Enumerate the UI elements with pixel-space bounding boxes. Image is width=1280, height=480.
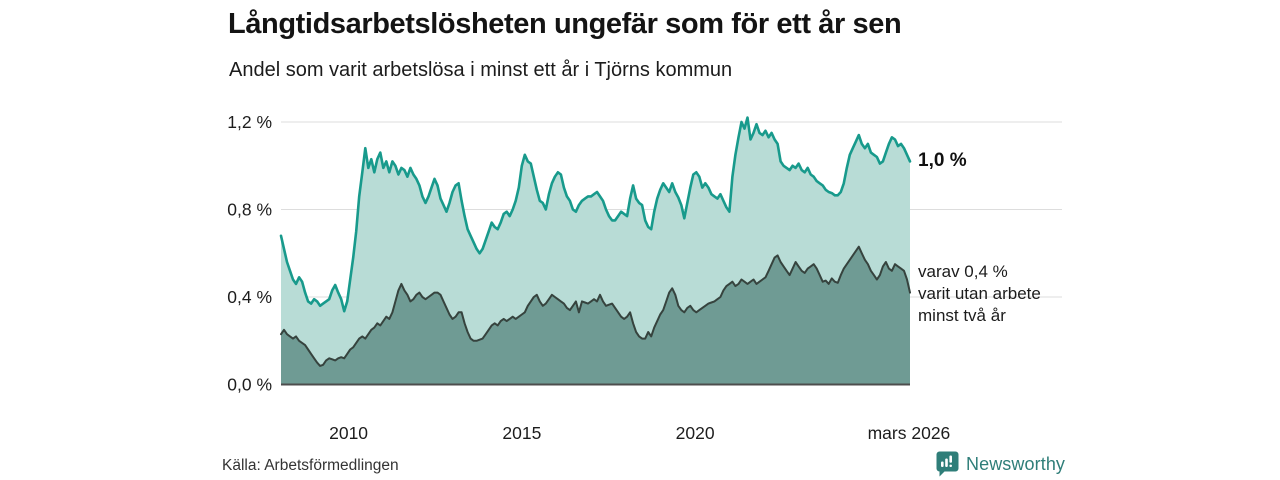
page-subtitle: Andel som varit arbetslösa i minst ett å… xyxy=(229,59,733,81)
annotation-line: varav 0,4 % xyxy=(918,262,1008,281)
x-tick-label: mars 2026 xyxy=(868,423,951,443)
x-tick-label: 2015 xyxy=(502,423,541,443)
annotation-line: minst två år xyxy=(918,306,1006,325)
y-tick-label: 0,4 % xyxy=(227,287,272,307)
brand-name: Newsworthy xyxy=(966,453,1066,474)
page-title: Långtidsarbetslösheten ungefär som för e… xyxy=(228,8,902,40)
newsworthy-logo-icon xyxy=(936,451,959,477)
brand-lockup: Newsworthy xyxy=(936,451,1065,477)
series-verylong-line xyxy=(280,245,911,367)
y-tick-label: 0,0 % xyxy=(227,375,272,395)
annotation-line: varit utan arbete xyxy=(918,284,1041,303)
y-tick-label: 1,2 % xyxy=(227,112,272,132)
x-tick-label: 2010 xyxy=(329,423,368,443)
source-credit: Källa: Arbetsförmedlingen xyxy=(222,457,399,474)
y-tick-label: 0,8 % xyxy=(227,200,272,220)
secondary-series-annotation: varav 0,4 % varit utan arbete minst två … xyxy=(918,261,1041,327)
series-long-line xyxy=(279,116,912,313)
x-tick-label: 2020 xyxy=(676,423,715,443)
latest-value-label: 1,0 % xyxy=(918,150,967,171)
